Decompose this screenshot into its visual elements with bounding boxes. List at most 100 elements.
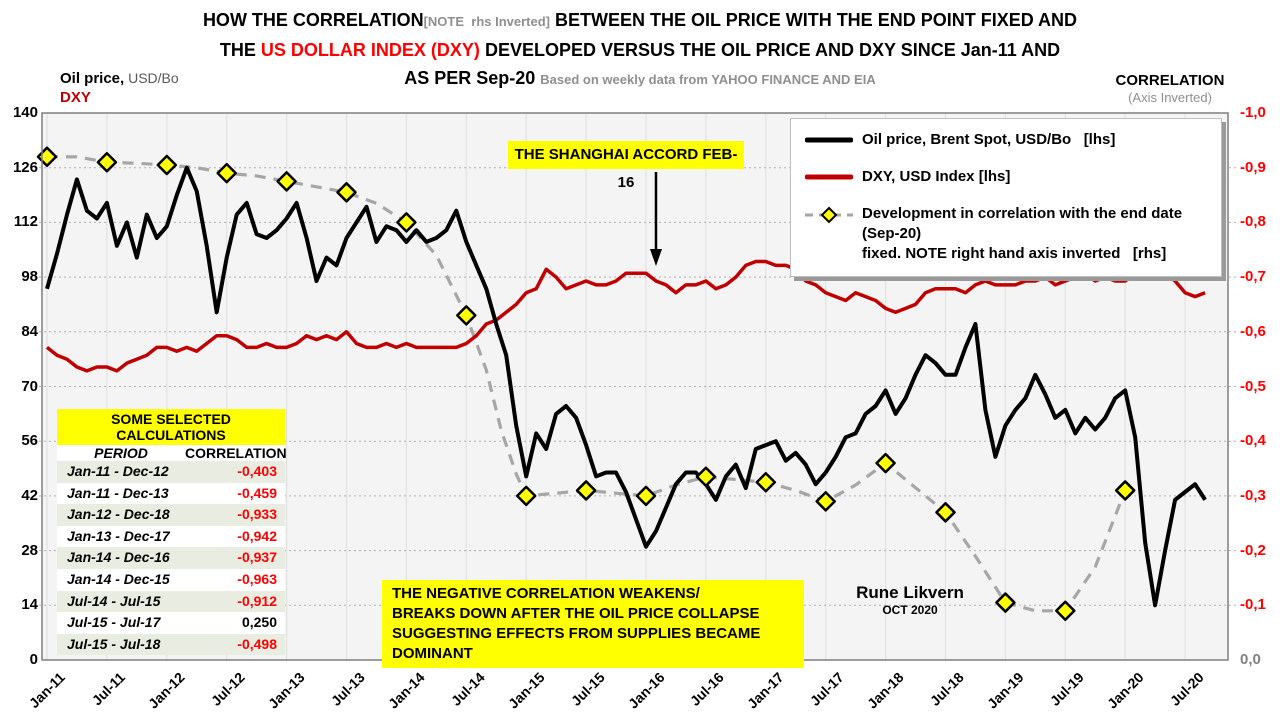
left-axis-tick-label: 98 — [21, 268, 38, 286]
left-axis-dxy-label: DXY — [60, 89, 91, 106]
table-cell-correlation: -0,937 — [237, 549, 277, 566]
right-axis-tick-label: 0,0 — [1240, 651, 1261, 668]
correlation-diamond-marker — [935, 502, 956, 523]
table-cell-period: Jan-14 - Dec-16 — [67, 549, 170, 566]
right-axis-subtitle: (Axis Inverted) — [1128, 90, 1212, 105]
correlation-diamond-marker — [1114, 480, 1136, 501]
table-cell-correlation: -0,942 — [237, 527, 277, 544]
table-header-correlation: CORRELATION — [185, 445, 287, 461]
correlation-diamond-marker — [755, 471, 777, 493]
author-date: OCT 2020 — [882, 603, 938, 617]
attribution: Rune Likvern OCT 2020 — [845, 583, 975, 617]
correlation-diamond-marker — [515, 485, 537, 507]
correlation-diamond-marker — [695, 466, 717, 488]
table-row: Jul-15 - Jul-17 0,250 — [57, 612, 285, 634]
left-axis-tick-label: 140 — [12, 104, 38, 121]
correlation-diamond-marker — [635, 485, 657, 507]
table-cell-period: Jan-11 - Dec-12 — [67, 463, 169, 479]
dxy-line-swatch-icon — [805, 174, 853, 180]
left-axis-tick-label: 112 — [13, 213, 38, 231]
left-axis-tick-label: 56 — [21, 432, 38, 450]
left-axis-title: Oil price, USD/Bo — [60, 70, 179, 87]
legend: Oil price, Brent Spot, USD/Bo [lhs] DXY,… — [790, 118, 1222, 277]
table-title: SOME SELECTED CALCULATIONS — [57, 409, 285, 445]
table-row: Jul-14 - Jul-15 -0,912 — [57, 590, 285, 613]
right-axis-tick-label: -1,0 — [1240, 104, 1266, 121]
oil-line-swatch-icon — [805, 137, 853, 143]
table-row: Jul-15 - Jul-18 -0,498 — [57, 633, 285, 656]
oil-price-line — [45, 165, 1207, 608]
left-axis-tick-label: 14 — [21, 596, 38, 614]
table-cell-correlation: 0,250 — [241, 614, 277, 631]
title-line-2: THE US DOLLAR INDEX (DXY) DEVELOPED VERS… — [219, 40, 1061, 60]
table-header-period: PERIOD — [94, 445, 148, 461]
table-row: Jan-11 - Dec-12 -0,403 — [57, 461, 285, 483]
table-cell-period: Jul-15 - Jul-17 — [67, 614, 161, 631]
right-axis-tick-label: -0,3 — [1240, 486, 1266, 504]
legend-label-oil: Oil price, Brent Spot, USD/Bo [lhs] — [862, 131, 1116, 148]
right-axis-tick-label: -0,2 — [1240, 541, 1266, 559]
table-cell-period: Jan-11 - Dec-13 — [67, 484, 169, 501]
table-cell-correlation: -0,933 — [237, 506, 277, 523]
right-axis-tick-label: -0,4 — [1240, 432, 1266, 450]
correlation-diamond-marker — [336, 182, 357, 203]
title-line-3: AS PER Sep-20 Based on weekly data from … — [404, 68, 876, 88]
table-row: Jan-14 - Dec-16 -0,937 — [57, 547, 285, 569]
correlation-dashed-swatch-icon — [805, 206, 853, 224]
correlation-diamond-marker — [995, 592, 1016, 613]
table-row: Jan-13 - Dec-17 -0,942 — [57, 525, 285, 548]
correlation-diamond-marker — [96, 151, 118, 173]
correlation-diamond-marker — [575, 480, 597, 501]
left-axis-tick-label: 28 — [21, 541, 38, 559]
correlation-diamond-marker — [875, 452, 896, 474]
right-axis-tick-label: -0,1 — [1240, 596, 1266, 614]
right-axis-tick-label: -0,6 — [1240, 322, 1266, 340]
correlation-diamond-marker — [815, 491, 836, 512]
right-axis-tick-label: -0,7 — [1240, 268, 1266, 286]
correlation-diamond-marker — [456, 305, 477, 326]
table-cell-correlation: -0,459 — [237, 484, 277, 501]
legend-label-correlation: Development in correlation with the end … — [862, 205, 1183, 262]
table-row: Jan-12 - Dec-18 -0,933 — [57, 504, 285, 526]
legend-item-dxy: DXY, USD Index [lhs] — [805, 167, 1209, 187]
title-note-rhs-inverted: [NOTE rhs Inverted] — [423, 14, 551, 29]
author-name: Rune Likvern — [856, 583, 964, 602]
table-row: Jan-14 - Dec-15 -0,963 — [57, 568, 285, 591]
page-title: HOW THE CORRELATION[NOTE rhs Inverted] B… — [0, 6, 1280, 94]
left-axis-tick-label: 84 — [21, 322, 38, 340]
table-cell-correlation: -0,912 — [237, 592, 277, 609]
correlation-diamond-marker — [396, 212, 417, 233]
table-header-row: PERIOD CORRELATION — [57, 445, 287, 461]
right-axis-tick-label: -0,9 — [1240, 158, 1266, 176]
legend-item-correlation: Development in correlation with the end … — [805, 204, 1209, 264]
table-cell-period: Jul-15 - Jul-18 — [67, 635, 161, 652]
table-cell-correlation: -0,403 — [237, 463, 277, 479]
correlation-dashed-line — [47, 155, 1127, 613]
shanghai-arrow-head — [649, 249, 662, 266]
annotation-correlation-breakdown: THE NEGATIVE CORRELATION WEAKENS/ BREAKS… — [382, 580, 804, 668]
correlation-diamond-marker — [1055, 600, 1076, 622]
legend-label-dxy: DXY, USD Index [lhs] — [862, 168, 1011, 185]
table-cell-correlation: -0,963 — [237, 570, 277, 587]
left-axis-tick-label: 126 — [12, 158, 38, 176]
annotation-shanghai-accord: THE SHANGHAI ACCORD FEB-16 — [508, 141, 744, 191]
right-axis-title: CORRELATION — [1115, 72, 1225, 89]
table-cell-correlation: -0,498 — [237, 635, 277, 652]
right-axis-tick-label: -0,8 — [1240, 213, 1266, 231]
title-line-1: HOW THE CORRELATION[NOTE rhs Inverted] B… — [202, 10, 1078, 30]
right-axis-tick-label: -0,5 — [1240, 377, 1266, 395]
title-source-note: Based on weekly data from YAHOO FINANCE … — [540, 72, 876, 87]
table-cell-period: Jan-13 - Dec-17 — [67, 527, 170, 544]
left-axis-tick-label: 70 — [21, 377, 38, 395]
correlation-diamond-marker — [156, 154, 178, 176]
legend-item-oil: Oil price, Brent Spot, USD/Bo [lhs] — [805, 130, 1209, 150]
left-axis-tick-label: 0 — [29, 651, 38, 668]
table-cell-period: Jan-14 - Dec-15 — [67, 570, 170, 587]
correlation-diamond-marker — [276, 171, 297, 192]
table-row: Jan-11 - Dec-13 -0,459 — [57, 482, 285, 505]
table-cell-period: Jul-14 - Jul-15 — [67, 592, 161, 609]
title-dxy-red: US DOLLAR INDEX (DXY) — [260, 40, 480, 60]
correlation-diamond-marker — [216, 162, 237, 184]
dxy-line — [45, 255, 1206, 373]
calculations-table: SOME SELECTED CALCULATIONS PERIOD CORREL… — [57, 409, 287, 656]
